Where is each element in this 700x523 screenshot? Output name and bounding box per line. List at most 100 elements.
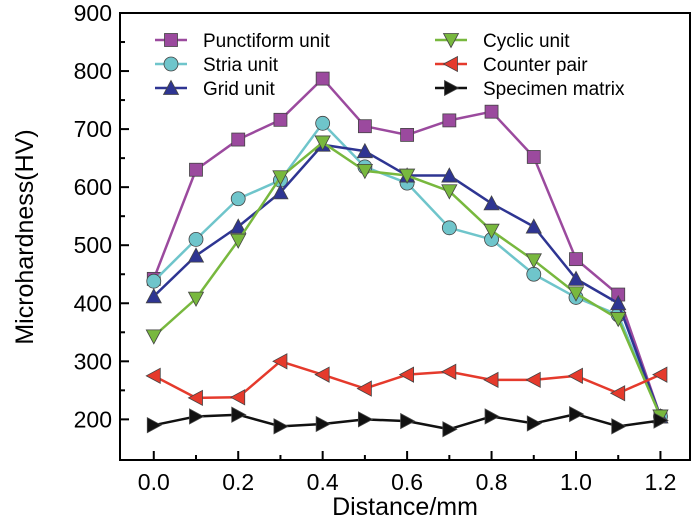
data-point: [569, 252, 583, 267]
data-point: [146, 417, 163, 434]
data-point: [610, 312, 627, 328]
data-point: [187, 247, 205, 263]
y-axis-title: Microhardness(HV): [11, 129, 39, 344]
y-tick-label: 600: [74, 174, 112, 200]
data-point: [273, 112, 288, 127]
data-point: [567, 286, 585, 302]
legend-item-specimen-matrix: Specimen matrix: [435, 79, 625, 100]
data-point: [145, 287, 162, 304]
data-point: [145, 329, 162, 345]
legend-marker: [162, 79, 180, 95]
y-tick-label: 500: [74, 232, 112, 258]
data-point: [525, 371, 541, 389]
data-point: [231, 406, 247, 423]
data-point: [526, 415, 543, 432]
series-layer: [145, 71, 669, 438]
x-tick-label: 1.2: [644, 469, 676, 495]
legend-label: Stria unit: [203, 55, 279, 76]
data-point: [609, 385, 626, 402]
legend-label: Punctiform unit: [203, 31, 330, 52]
data-point: [272, 170, 289, 186]
legend-item-cyclic-unit: Cyclic unit: [435, 31, 570, 52]
y-tick-label: 800: [74, 58, 112, 84]
x-tick-label: 0.8: [476, 469, 508, 495]
data-point: [484, 408, 500, 425]
x-tick-label: 0.0: [138, 469, 170, 495]
data-point: [314, 135, 331, 151]
series-counter-pair: [145, 353, 668, 407]
legend: Punctiform unit Cyclic unit Stria unit Coun…: [155, 31, 625, 100]
data-point: [146, 273, 162, 289]
data-point: [273, 418, 289, 435]
data-point: [400, 412, 416, 430]
data-point: [526, 266, 542, 282]
series-specimen-matrix: [146, 405, 669, 438]
data-point: [525, 218, 542, 234]
data-point: [483, 223, 500, 240]
data-point: [483, 195, 500, 211]
series-grid-unit: [145, 136, 669, 424]
data-point: [188, 232, 204, 247]
data-point: [315, 415, 332, 433]
data-point: [652, 366, 668, 383]
data-point: [272, 184, 289, 200]
legend-label: Cyclic unit: [483, 31, 570, 52]
data-point: [483, 371, 499, 389]
data-point: [440, 363, 457, 380]
legend-item-grid-unit: Grid unit: [155, 79, 276, 100]
y-tick-label: 700: [74, 116, 112, 142]
data-point: [357, 119, 372, 134]
data-point: [356, 142, 374, 159]
data-point: [356, 380, 372, 397]
data-point: [357, 411, 374, 428]
x-tick-label: 0.2: [222, 469, 254, 495]
x-axis-title: Distance/mm: [332, 493, 478, 521]
x-tick-label: 1.0: [560, 469, 592, 495]
data-point: [484, 104, 499, 119]
data-point: [314, 366, 330, 383]
plot-area-frame: [119, 12, 691, 461]
data-point: [569, 405, 585, 423]
data-point: [315, 115, 331, 131]
data-point: [229, 389, 246, 406]
data-point: [272, 353, 288, 370]
data-point: [442, 113, 457, 128]
legend-label: Grid unit: [203, 79, 276, 100]
y-tick-label: 300: [74, 348, 112, 374]
data-point: [189, 408, 205, 425]
data-point: [567, 367, 583, 384]
data-point: [610, 294, 627, 311]
series-cyclic-unit: [145, 135, 669, 425]
data-point: [356, 164, 374, 180]
legend-marker: [444, 79, 460, 97]
data-point: [398, 168, 416, 184]
data-point: [230, 218, 247, 234]
data-point: [189, 162, 203, 177]
legend-marker: [442, 55, 458, 73]
data-point: [230, 233, 247, 249]
legend-item-counter-pair: Counter pair: [435, 55, 588, 76]
data-point: [398, 366, 415, 383]
y-tick-label: 900: [74, 0, 112, 26]
data-point: [315, 71, 330, 86]
data-point: [653, 412, 669, 429]
data-point: [400, 128, 415, 142]
y-axis: 200 300 400 500 600 700 800 900: [74, 0, 129, 432]
data-point: [441, 220, 457, 236]
x-tick-label: 0.6: [391, 469, 423, 495]
data-point: [611, 418, 627, 435]
data-point: [567, 270, 585, 286]
y-tick-label: 200: [74, 406, 112, 432]
legend-item-punctiform-unit: Punctiform unit: [155, 31, 330, 52]
legend-marker: [442, 33, 460, 49]
data-point: [187, 291, 205, 307]
legend-marker: [163, 56, 179, 72]
data-point: [526, 150, 541, 164]
data-point: [525, 253, 542, 269]
data-point: [442, 421, 458, 438]
data-point: [230, 191, 246, 207]
data-point: [441, 184, 458, 200]
x-axis: 0.0 0.2 0.4 0.6 0.8 1.0 1.2: [138, 451, 676, 495]
legend-label: Specimen matrix: [483, 79, 625, 100]
